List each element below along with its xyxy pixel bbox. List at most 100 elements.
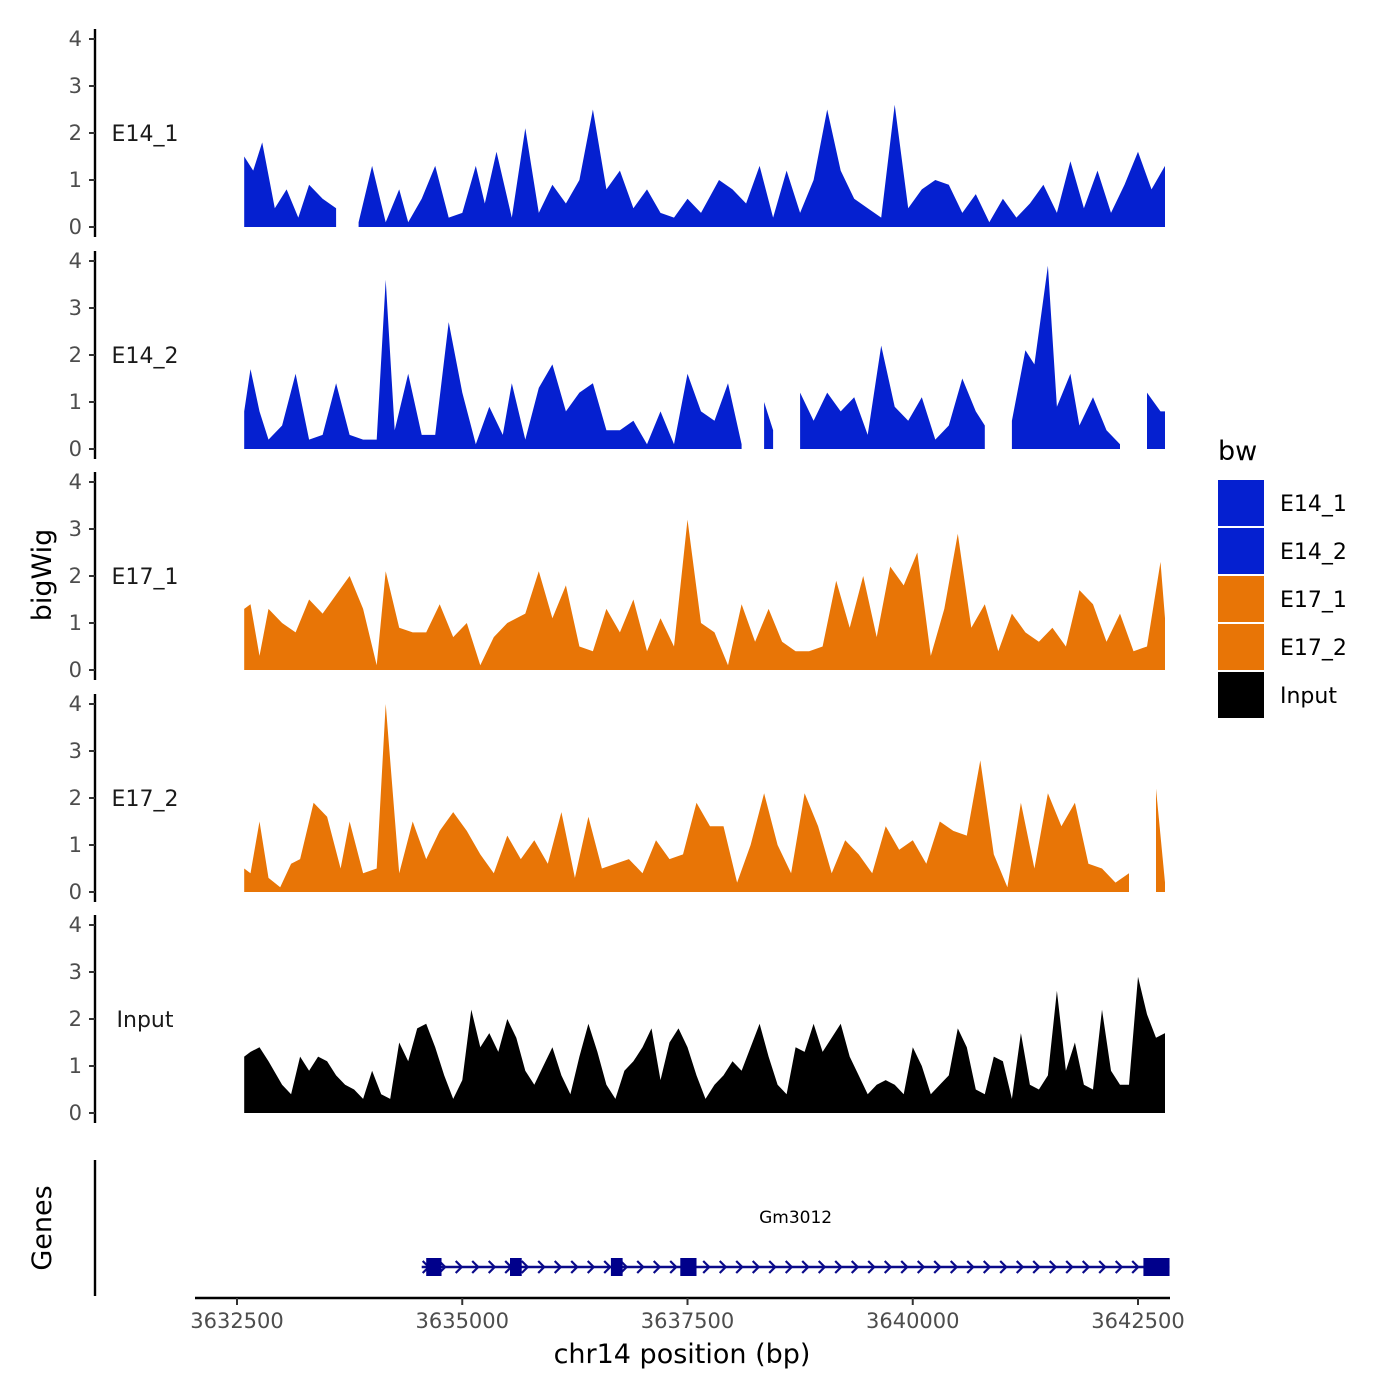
legend: bw E14_1 E14_2 E17_1 E17_2 Input <box>1218 436 1347 718</box>
track-E17_1: 0 1 2 3 4 E17_1 <box>69 470 1165 682</box>
strand-arrow-icon <box>751 1260 761 1274</box>
coverage-area-E17_1 <box>244 519 1165 670</box>
legend-swatch <box>1218 528 1264 574</box>
legend-label: Input <box>1280 684 1337 709</box>
strand-arrow-icon <box>586 1260 596 1274</box>
strand-arrow-icon <box>966 1260 975 1274</box>
y-tick-label: 0 <box>69 437 82 461</box>
track-label: E14_1 <box>112 122 179 147</box>
legend-label: E14_1 <box>1280 492 1347 517</box>
x-tick-label: 3635000 <box>415 1309 509 1333</box>
y-tick-label: 1 <box>69 390 82 414</box>
strand-arrow-icon <box>883 1260 893 1274</box>
coverage-area-E17_2 <box>244 704 1129 892</box>
coverage-area-E14_2 <box>764 402 774 449</box>
strand-arrow-icon <box>834 1260 843 1274</box>
strand-arrow-icon <box>553 1260 563 1274</box>
strand-arrow-icon <box>619 1260 629 1274</box>
y-tick-label: 0 <box>69 1101 82 1125</box>
gene-exon <box>510 1258 522 1276</box>
strand-arrow-icon <box>768 1260 777 1274</box>
y-tick-label: 3 <box>69 74 82 98</box>
coverage-area-E14_1 <box>244 142 337 227</box>
gene-exon <box>426 1258 442 1276</box>
track-label: E17_2 <box>112 787 179 812</box>
x-tick-label: 3637500 <box>641 1309 735 1333</box>
strand-arrow-icon <box>817 1260 827 1274</box>
y-tick-label: 3 <box>69 517 82 541</box>
strand-arrow-icon <box>487 1260 497 1274</box>
strand-arrow-icon <box>801 1260 810 1274</box>
legend-label: E17_1 <box>1280 588 1347 613</box>
y-tick-label: 0 <box>69 658 82 682</box>
x-tick-label: 3632500 <box>190 1309 284 1333</box>
strand-arrow-icon <box>520 1260 530 1274</box>
strand-arrow-icon <box>652 1260 662 1274</box>
y-tick-label: 0 <box>69 880 82 904</box>
strand-arrow-icon <box>1131 1260 1140 1274</box>
legend-label: E14_2 <box>1280 540 1347 565</box>
legend-swatch <box>1218 672 1264 718</box>
strand-arrow-icon <box>669 1260 678 1274</box>
gene-track-label: Genes <box>27 1185 58 1270</box>
strand-arrow-icon <box>471 1260 480 1274</box>
y-tick-label: 2 <box>69 1007 82 1031</box>
y-tick-label: 1 <box>69 1054 82 1078</box>
coverage-area-Input <box>244 976 1165 1113</box>
strand-arrow-icon <box>916 1260 926 1274</box>
track-E17_2: 0 1 2 3 4 E17_2 <box>69 692 1165 904</box>
track-label: E17_1 <box>112 565 179 590</box>
gene-track: Genes Gm3012 <box>27 1160 1170 1296</box>
x-tick-label: 3642500 <box>1091 1309 1185 1333</box>
y-tick-label: 3 <box>69 739 82 763</box>
coverage-area-E14_1 <box>358 104 1166 227</box>
strand-arrow-icon <box>982 1260 992 1274</box>
strand-arrow-icon <box>1048 1260 1058 1274</box>
strand-arrow-icon <box>999 1260 1008 1274</box>
strand-arrow-icon <box>933 1260 942 1274</box>
strand-arrow-icon <box>570 1260 579 1274</box>
y-tick-label: 3 <box>69 960 82 984</box>
y-tick-label: 2 <box>69 564 82 588</box>
gene-exon <box>680 1258 697 1276</box>
y-tick-label: 4 <box>69 249 82 273</box>
track-E14_1: 0 1 2 3 4 E14_1 <box>69 27 1166 239</box>
strand-arrow-icon <box>718 1260 728 1274</box>
x-axis: chr14 position (bp) 3632500 3635000 363750… <box>190 1296 1185 1370</box>
legend-swatch <box>1218 576 1264 622</box>
gene-Gm3012: Gm3012 <box>421 1208 1170 1276</box>
coverage-area-E14_2 <box>800 345 985 449</box>
y-tick-label: 4 <box>69 470 82 494</box>
coverage-area-E14_2 <box>244 279 742 449</box>
coverage-area-E17_2 <box>1156 788 1165 892</box>
strand-arrow-icon <box>454 1260 464 1274</box>
tracks-layer: 0 1 2 3 4 E14_1 0 1 2 3 4 E14_2 0 1 2 3 4 E17_1 0 1 2 3 4 E17_2… <box>69 27 1166 1125</box>
x-tick-label: 3640000 <box>866 1309 960 1333</box>
coverage-area-E14_2 <box>1011 265 1120 449</box>
track-E14_2: 0 1 2 3 4 E14_2 <box>69 249 1165 461</box>
track-label: Input <box>117 1008 174 1033</box>
y-axis-title: bigWig <box>27 529 58 622</box>
strand-arrow-icon <box>1114 1260 1124 1274</box>
y-tick-label: 2 <box>69 786 82 810</box>
legend-swatch <box>1218 624 1264 670</box>
y-tick-label: 3 <box>69 296 82 320</box>
strand-arrow-icon <box>784 1260 794 1274</box>
y-tick-label: 2 <box>69 343 82 367</box>
strand-arrow-icon <box>1098 1260 1107 1274</box>
legend-swatch <box>1218 480 1264 526</box>
y-tick-label: 4 <box>69 692 82 716</box>
strand-arrow-icon <box>1032 1260 1041 1274</box>
strand-arrow-icon <box>1015 1260 1025 1274</box>
strand-arrow-icon <box>636 1260 645 1274</box>
legend-title: bw <box>1218 436 1257 467</box>
strand-arrow-icon <box>900 1260 909 1274</box>
legend-label: E17_2 <box>1280 636 1347 661</box>
strand-arrow-icon <box>850 1260 860 1274</box>
gene-exon <box>610 1258 623 1276</box>
strand-arrow-icon <box>949 1260 959 1274</box>
y-tick-label: 1 <box>69 833 82 857</box>
track-label: E14_2 <box>112 344 179 369</box>
strand-arrow-icon <box>1081 1260 1091 1274</box>
y-tick-label: 1 <box>69 168 82 192</box>
